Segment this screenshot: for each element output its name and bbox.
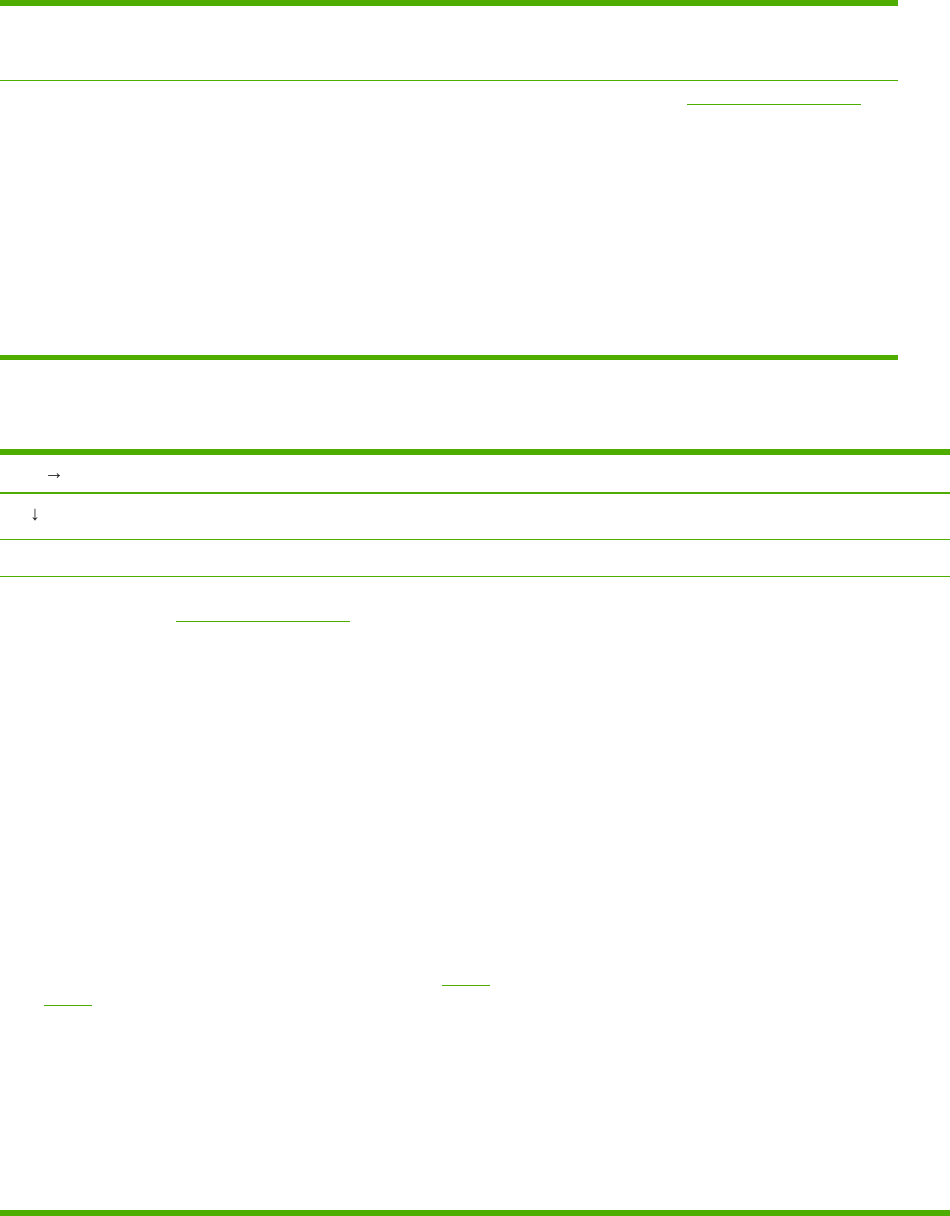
table-top-rule <box>0 449 950 455</box>
table-row-divider <box>0 492 950 494</box>
arrow-right-icon: → <box>44 462 64 484</box>
link-underline[interactable] <box>44 1005 92 1006</box>
section-rule <box>0 355 898 360</box>
link-underline[interactable] <box>687 104 861 105</box>
arrow-down-icon: ↓ <box>30 503 40 525</box>
link-underline[interactable] <box>176 621 350 622</box>
link-underline[interactable] <box>442 985 490 986</box>
bottom-rule <box>0 1210 950 1216</box>
table-row-divider <box>0 539 950 540</box>
table-bottom-rule <box>0 576 950 577</box>
top-rule <box>0 0 898 6</box>
header-divider <box>0 80 898 81</box>
